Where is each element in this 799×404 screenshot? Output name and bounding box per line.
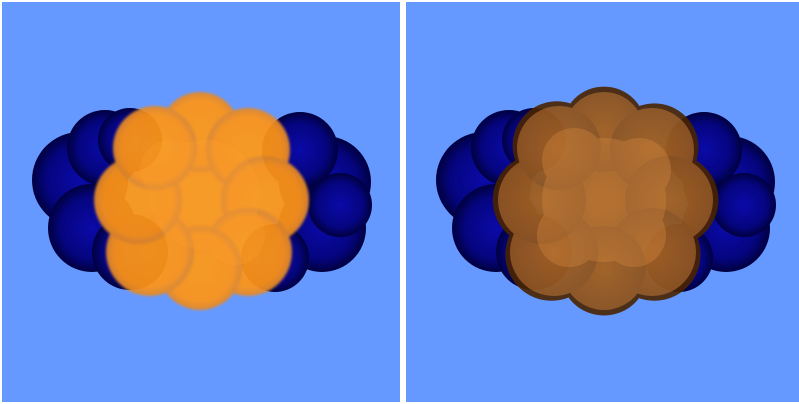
right-panel	[406, 2, 799, 402]
render-comparison	[0, 0, 799, 404]
left-panel	[2, 2, 400, 402]
orange-inner	[537, 128, 671, 267]
